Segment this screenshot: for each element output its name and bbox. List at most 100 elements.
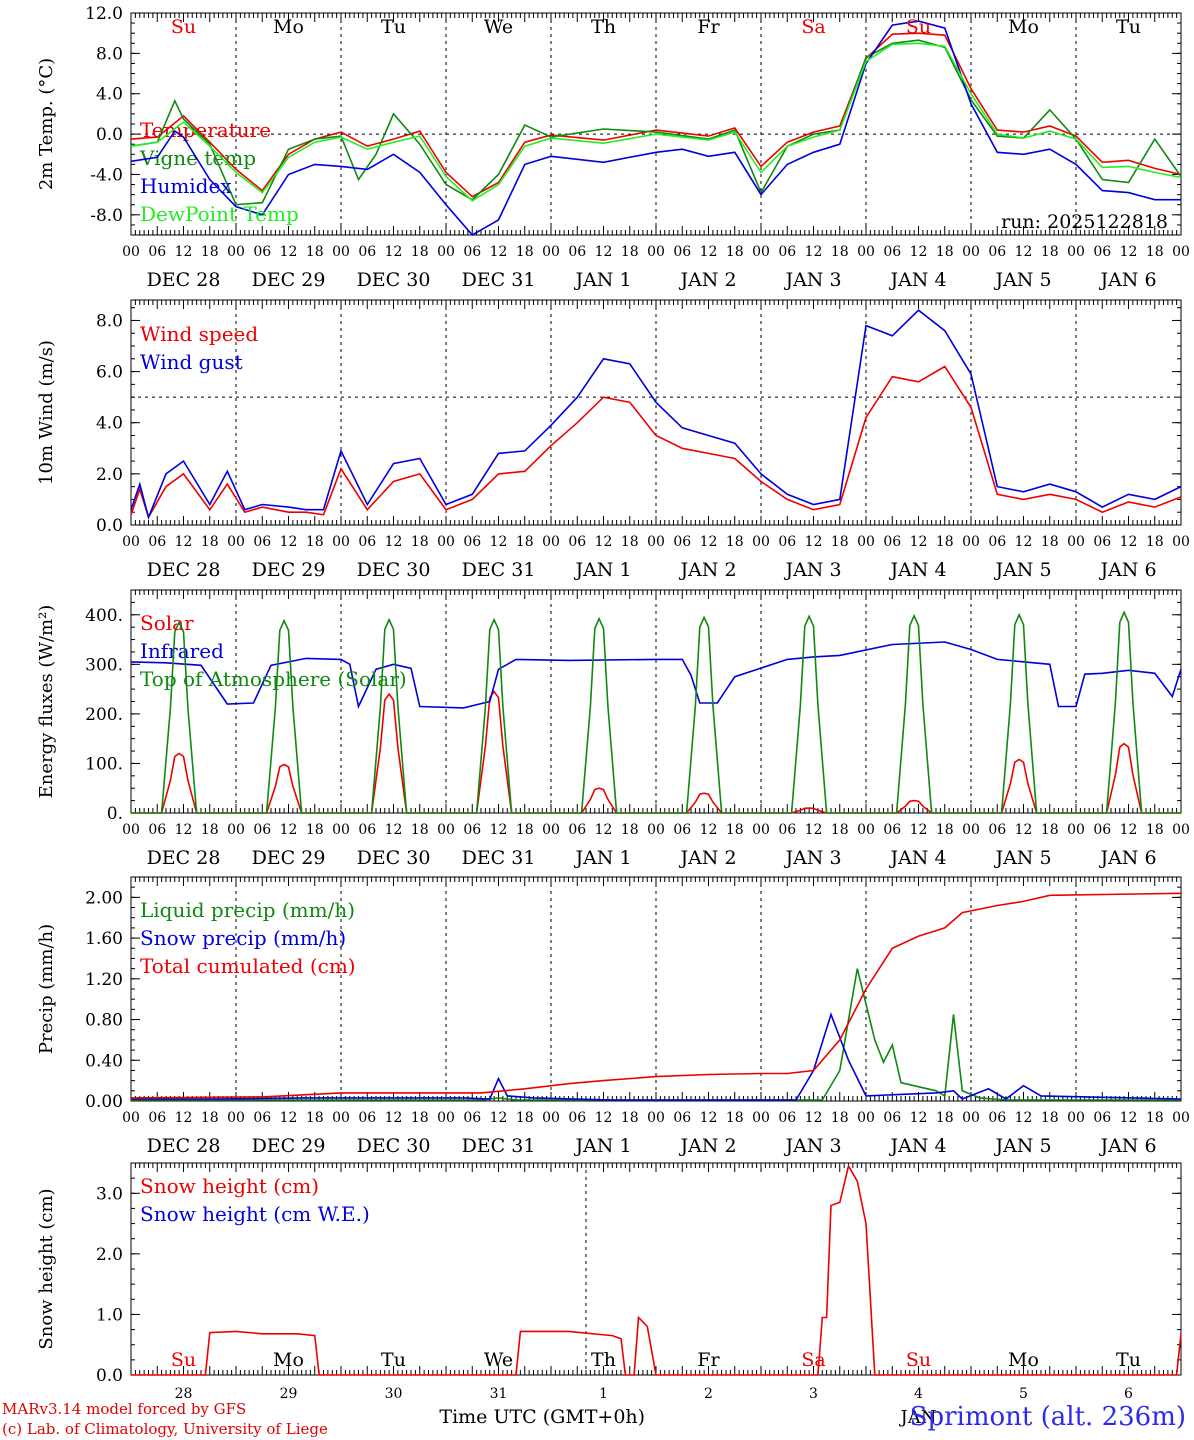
hour-tick-label: 06 [778,822,796,838]
hour-tick-label: 00 [542,244,560,260]
hour-tick-label: 06 [568,244,586,260]
hour-tick-label: 12 [385,1110,403,1126]
hour-tick-label: 12 [175,244,193,260]
credit-line-2: (c) Lab. of Climatology, University of L… [2,1420,328,1438]
hour-tick-label: 06 [463,822,481,838]
day-label: JAN 5 [993,847,1051,869]
hour-tick-label: 06 [883,534,901,550]
hour-tick-label: 18 [1146,244,1164,260]
hour-tick-label: 18 [306,1110,324,1126]
hour-tick-label: 12 [490,1110,508,1126]
hour-tick-label: 06 [673,822,691,838]
hour-tick-label: 00 [437,822,455,838]
y-tick-label: -8.0 [90,206,123,226]
day-label: DEC 31 [462,559,536,581]
day-number-label: 5 [1019,1386,1028,1402]
weekday-label: We [484,1349,513,1371]
hour-tick-label: 18 [1041,822,1059,838]
hour-tick-label: 12 [1120,244,1138,260]
y-axis-label: Energy fluxes (W/m²) [36,605,57,799]
day-label: JAN 6 [1098,269,1156,291]
legend-entry: Snow height (cm) [140,1174,319,1198]
hour-tick-label: 06 [253,534,271,550]
day-label: DEC 28 [147,847,221,869]
hour-tick-label: 00 [122,244,140,260]
panel-4: 0.00 0.40 0.80 1.20 1.60 2.00 Precip (mm/h) Liq… [36,876,1190,1157]
series-line-liquid-precip-mm-h- [131,968,1181,1101]
hour-tick-label: 12 [910,534,928,550]
y-tick-label: 200. [85,705,123,725]
day-label: JAN 5 [993,269,1051,291]
hour-tick-label: 06 [883,1110,901,1126]
hour-tick-label: 00 [962,822,980,838]
day-number-label: 2 [704,1386,713,1402]
run-label: run: 2025122818 [1001,211,1168,233]
hour-tick-label: 06 [1093,534,1111,550]
hour-tick-label: 06 [358,1110,376,1126]
hour-tick-label: 18 [1041,244,1059,260]
hour-tick-label: 18 [411,244,429,260]
series-line-top-of-atmosphere-solar- [131,610,1181,814]
y-tick-label: 6.0 [96,363,123,383]
weekday-label: Su [171,1349,196,1371]
hour-tick-label: 18 [936,534,954,550]
series-line-humidex [130,20,1181,237]
hour-tick-label: 06 [673,1110,691,1126]
hour-tick-label: 12 [1120,1110,1138,1126]
day-label: JAN 1 [573,847,631,869]
day-label: JAN 1 [573,1135,631,1157]
hour-tick-label: 00 [437,244,455,260]
hour-tick-label: 00 [437,1110,455,1126]
hour-tick-label: 18 [306,822,324,838]
day-label: JAN 3 [783,559,841,581]
hour-tick-label: 12 [595,534,613,550]
hour-tick-label: 12 [595,1110,613,1126]
hour-tick-label: 06 [883,822,901,838]
weekday-label: Mo [1008,1349,1039,1371]
hour-tick-label: 00 [1067,244,1085,260]
hour-tick-label: 00 [752,822,770,838]
hour-tick-label: 06 [988,244,1006,260]
hour-tick-label: 12 [280,244,298,260]
day-label: DEC 29 [252,269,326,291]
hour-tick-label: 00 [962,534,980,550]
hour-tick-label: 00 [857,244,875,260]
day-label: JAN 4 [888,559,946,581]
day-number-label: 30 [385,1386,403,1402]
hour-tick-label: 12 [1015,822,1033,838]
hour-tick-label: 12 [385,244,403,260]
y-tick-label: 3.0 [96,1184,123,1204]
y-tick-label: 0.0 [96,1366,123,1386]
day-label: DEC 29 [252,559,326,581]
hour-tick-label: 06 [1093,1110,1111,1126]
hour-tick-label: 00 [227,534,245,550]
hour-tick-label: 00 [332,822,350,838]
hour-tick-label: 00 [332,244,350,260]
y-tick-label: 1.60 [85,929,123,949]
hour-tick-label: 12 [280,822,298,838]
legend-entry: Infrared [140,639,224,663]
hour-tick-label: 00 [1067,534,1085,550]
hour-tick-label: 06 [358,822,376,838]
y-tick-label: 0.0 [96,125,123,145]
x-axis-label: Time UTC (GMT+0h) [439,1406,645,1428]
hour-tick-label: 00 [1172,534,1190,550]
weekday-label: Tu [381,1349,406,1371]
hour-tick-label: 18 [516,244,534,260]
hour-tick-label: 12 [175,822,193,838]
hour-tick-label: 18 [411,1110,429,1126]
day-number-label: 31 [490,1386,508,1402]
hour-tick-label: 12 [1015,1110,1033,1126]
day-label: JAN 3 [783,269,841,291]
legend-entry: Wind gust [140,350,243,374]
hour-tick-label: 00 [1172,1110,1190,1126]
day-label: DEC 28 [147,559,221,581]
hour-tick-label: 00 [752,244,770,260]
y-tick-label: 4.0 [96,85,123,105]
hour-tick-label: 06 [883,244,901,260]
weekday-label: Su [906,16,931,38]
hour-tick-label: 00 [752,534,770,550]
series-line-total-cumulated-cm- [130,892,1182,1099]
day-label: JAN 2 [678,559,736,581]
day-label: JAN 2 [678,1135,736,1157]
